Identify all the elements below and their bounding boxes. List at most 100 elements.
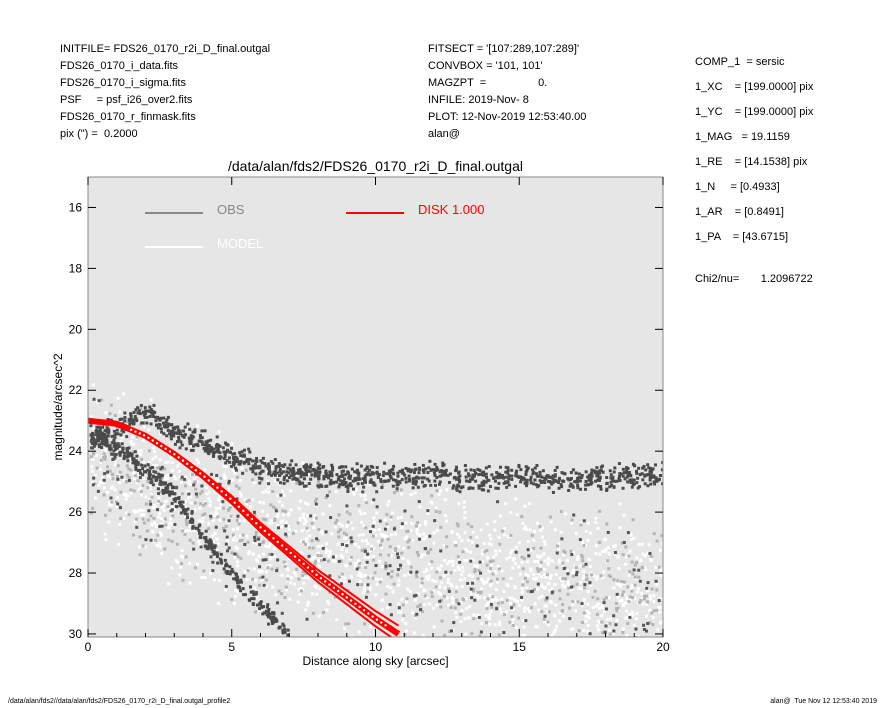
model-point [164, 500, 168, 504]
obs-point [162, 416, 166, 420]
obs-point [520, 476, 524, 480]
obs-point [391, 484, 395, 488]
model-point [234, 589, 238, 593]
obs-point [344, 473, 348, 477]
model-point [208, 500, 212, 504]
model-point [365, 606, 369, 610]
obs-point [653, 463, 657, 467]
model-point [496, 654, 499, 657]
model-point [607, 552, 611, 556]
model-point [557, 560, 561, 564]
obs-point-light [430, 591, 434, 595]
obs-point-light [414, 572, 418, 576]
obs-point [240, 450, 244, 454]
model-point [171, 506, 175, 510]
obs-point-sparse [350, 540, 354, 544]
model-point [211, 540, 215, 544]
obs-point-light [655, 539, 659, 543]
model-point [302, 512, 306, 516]
obs-point-inner [261, 612, 265, 616]
obs-point-light [392, 490, 396, 494]
model-point [523, 609, 527, 613]
model-point [543, 540, 547, 544]
model-point [627, 613, 631, 617]
obs-point-inner [213, 544, 217, 548]
obs-point-sparse [572, 513, 576, 517]
obs-point-light [525, 580, 529, 584]
model-point [150, 523, 154, 527]
obs-point-inner [171, 492, 175, 496]
obs-point [128, 422, 132, 426]
obs-point [547, 486, 551, 490]
obs-point-light [334, 521, 338, 525]
obs-point [558, 476, 562, 480]
obs-point-light [423, 594, 427, 598]
obs-point-sparse [369, 530, 372, 534]
model-point [631, 613, 635, 617]
obs-point-inner [183, 512, 187, 516]
model-point [418, 533, 422, 537]
model-point [447, 603, 451, 607]
model-point [289, 581, 293, 585]
obs-point [325, 484, 329, 488]
obs-point-sparse [211, 560, 215, 564]
model-point [215, 537, 219, 541]
model-point [118, 410, 122, 414]
obs-point-inner [281, 622, 285, 626]
model-point [257, 554, 261, 558]
model-point [222, 464, 226, 468]
obs-point-sparse [274, 509, 278, 513]
legend-disk-label: DISK 1.000 [418, 202, 485, 217]
obs-point [625, 466, 629, 470]
model-point [91, 469, 95, 473]
obs-point-light [202, 569, 206, 573]
model-point [357, 559, 361, 563]
obs-point-sparse [526, 548, 530, 552]
model-point [438, 489, 442, 493]
obs-point-light [542, 617, 546, 621]
disk-marker [233, 501, 236, 504]
model-point [612, 649, 615, 652]
model-point [361, 591, 365, 595]
obs-point-inner [203, 544, 207, 548]
model-point [240, 466, 244, 470]
model-point [455, 639, 458, 642]
model-point [517, 541, 521, 545]
model-point [454, 611, 458, 615]
obs-point-light [345, 533, 349, 537]
model-point [233, 535, 237, 539]
model-point [245, 534, 249, 538]
model-point [367, 556, 371, 560]
disk-marker [375, 618, 379, 621]
obs-point-sparse [270, 552, 274, 556]
model-point [493, 520, 497, 524]
model-point [460, 584, 464, 588]
model-point [371, 555, 375, 559]
y-tick-label: 30 [69, 627, 83, 641]
obs-point-light [266, 566, 270, 570]
model-point [327, 554, 331, 558]
obs-point-inner [146, 463, 150, 467]
obs-point [486, 489, 490, 493]
model-point [266, 513, 270, 517]
model-point [347, 541, 351, 545]
obs-point [344, 465, 348, 469]
obs-point [274, 470, 278, 474]
model-point [287, 513, 291, 517]
obs-point-light [605, 522, 609, 526]
obs-point-inner [286, 628, 290, 632]
header-mid-line-3: INFILE: 2019-Nov- 8 [428, 94, 529, 106]
model-point [494, 549, 498, 553]
model-point [292, 479, 296, 483]
model-point [232, 538, 236, 542]
obs-point-light [438, 510, 442, 514]
obs-point [417, 466, 421, 470]
obs-point-inner [228, 572, 232, 576]
obs-point-inner [138, 468, 142, 472]
obs-point [590, 468, 594, 472]
obs-point-light [285, 534, 289, 538]
model-point [298, 499, 302, 503]
obs-point-light [347, 622, 351, 626]
disk-marker [332, 586, 336, 590]
model-point [422, 532, 426, 536]
